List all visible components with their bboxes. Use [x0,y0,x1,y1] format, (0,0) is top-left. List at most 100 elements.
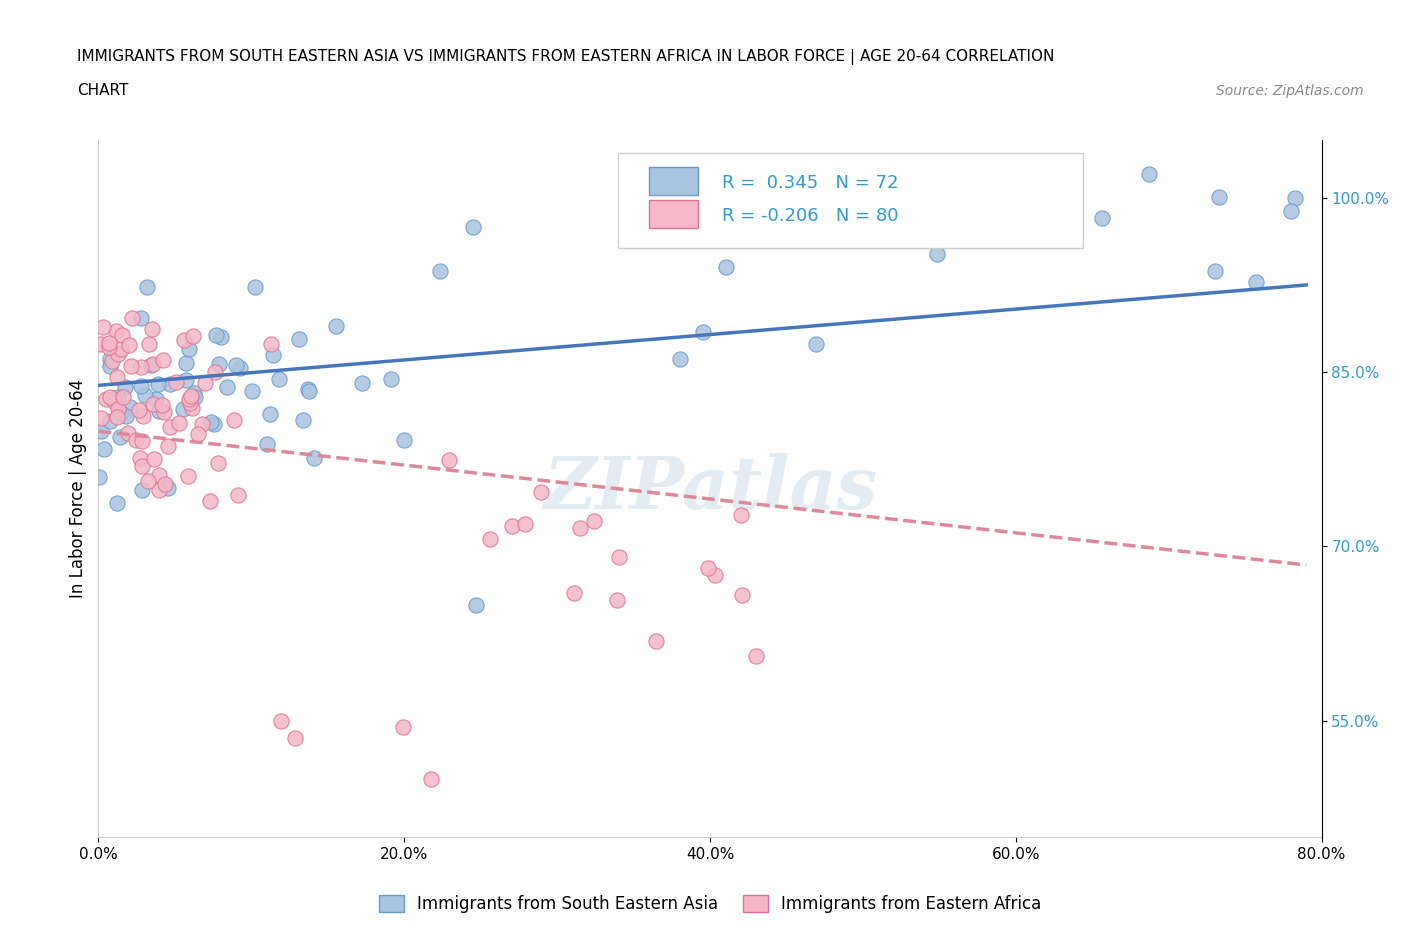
Point [292,413,315,428]
Text: R =  0.345   N = 72: R = 0.345 N = 72 [723,175,898,193]
Point [606,592,628,607]
Point [153,405,176,419]
Point [129,359,152,374]
Point [562,585,585,600]
Point [730,508,752,523]
Point [156,439,179,454]
Point [98,339,121,354]
Point [146,377,169,392]
Point [697,560,720,575]
Point [131,483,153,498]
Point [152,352,174,367]
Y-axis label: In Labor Force | Age 20-64: In Labor Force | Age 20-64 [69,379,87,598]
Point [114,380,136,395]
Point [437,452,460,467]
Point [165,375,187,390]
Point [150,397,173,412]
Point [609,550,631,565]
Point [350,376,373,391]
Point [731,588,754,603]
Point [465,597,488,612]
Point [259,406,281,421]
Point [111,327,134,342]
Point [142,357,165,372]
Point [284,731,307,746]
Point [103,392,125,406]
Point [207,455,229,470]
Point [105,496,128,511]
Point [692,325,714,339]
Point [110,405,132,420]
Point [100,390,122,405]
Point [177,392,200,406]
Point [157,480,180,495]
Point [110,430,132,445]
Point [932,189,955,204]
Point [183,386,205,401]
Point [173,333,195,348]
Point [568,521,591,536]
Point [125,432,148,447]
Point [1091,211,1114,226]
Point [138,337,160,352]
Point [141,357,163,372]
Point [804,337,827,352]
Point [172,402,194,417]
Point [177,341,200,356]
Point [107,347,129,362]
Point [668,352,690,366]
Point [745,648,768,663]
Point [107,402,129,417]
Point [176,373,198,388]
Point [117,425,139,440]
Point [110,341,132,356]
Point [107,390,129,405]
Point [180,401,202,416]
Point [87,470,110,485]
Point [583,514,606,529]
Point [463,219,485,234]
Point [1284,191,1306,206]
Point [1139,167,1161,182]
Point [184,390,207,405]
Point [148,467,170,482]
Point [179,395,201,410]
Point [181,328,204,343]
Text: Source: ZipAtlas.com: Source: ZipAtlas.com [1216,84,1364,98]
Point [1279,203,1302,218]
Point [194,376,217,391]
Text: IMMIGRANTS FROM SOUTH EASTERN ASIA VS IMMIGRANTS FROM EASTERN AFRICA IN LABOR FO: IMMIGRANTS FROM SOUTH EASTERN ASIA VS IM… [77,49,1054,65]
Point [240,383,263,398]
Point [392,719,415,734]
Point [148,483,170,498]
Point [136,473,159,488]
Point [209,329,232,344]
Point [325,319,347,334]
Point [100,353,122,368]
Point [875,216,897,231]
Point [224,413,246,428]
Point [105,410,128,425]
FancyBboxPatch shape [619,153,1083,247]
Point [90,423,112,438]
Text: ZIPatlas: ZIPatlas [543,453,877,524]
Point [298,383,321,398]
Point [202,417,225,432]
FancyBboxPatch shape [650,200,697,228]
Point [155,476,177,491]
Point [287,332,309,347]
Point [118,338,141,352]
Point [256,436,278,451]
Point [104,395,127,410]
Point [111,390,134,405]
Point [128,403,150,418]
Point [226,487,249,502]
Point [131,433,153,448]
Point [131,379,153,393]
Point [134,387,156,402]
Legend: Immigrants from South Eastern Asia, Immigrants from Eastern Africa: Immigrants from South Eastern Asia, Immi… [371,888,1049,920]
Point [620,193,643,207]
Point [716,259,738,274]
Point [262,348,284,363]
Point [120,358,142,373]
